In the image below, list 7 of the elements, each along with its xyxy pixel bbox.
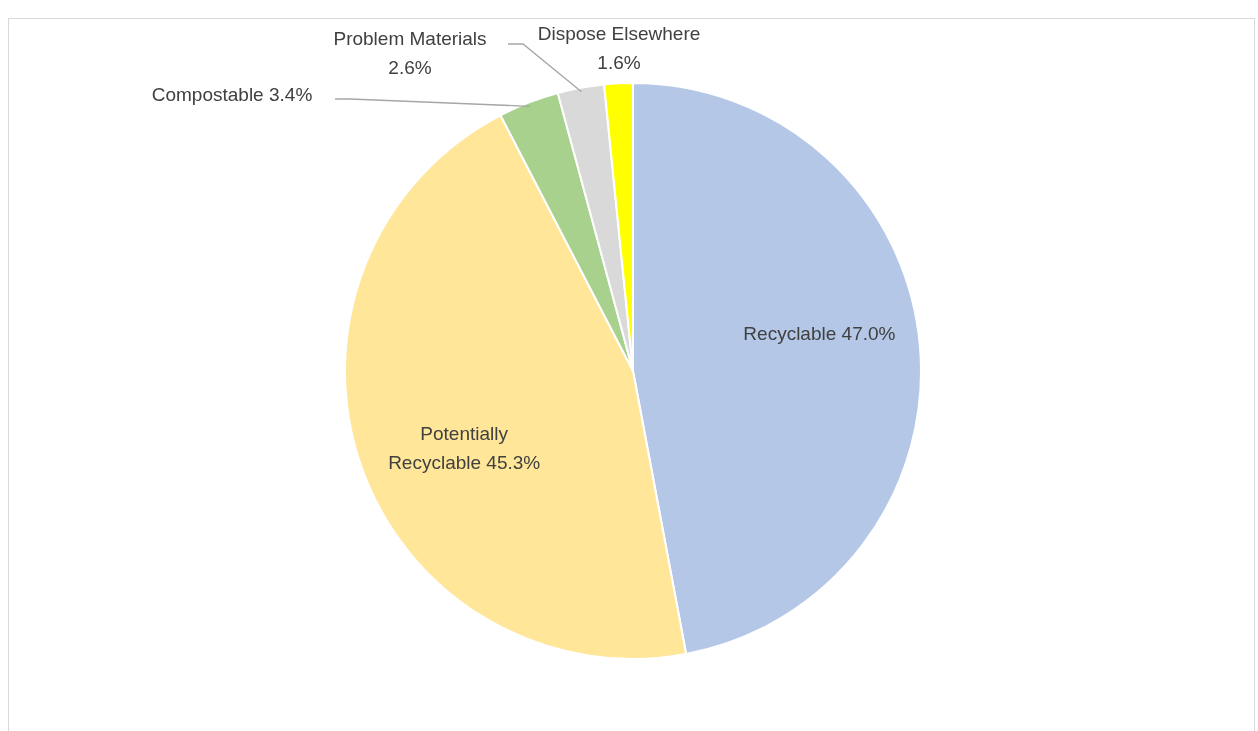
slice-label: Problem Materials bbox=[333, 28, 487, 50]
data-label: 1.6% bbox=[597, 52, 641, 74]
slice-label: Dispose Elsewhere bbox=[537, 23, 701, 45]
slice-label: Compostable 3.4% bbox=[151, 84, 313, 106]
slice-label: Potentially Recyclable 45.3% bbox=[388, 422, 541, 473]
slice-label: Recyclable 47.0% bbox=[743, 322, 896, 344]
data-label: 2.6% bbox=[388, 57, 432, 79]
